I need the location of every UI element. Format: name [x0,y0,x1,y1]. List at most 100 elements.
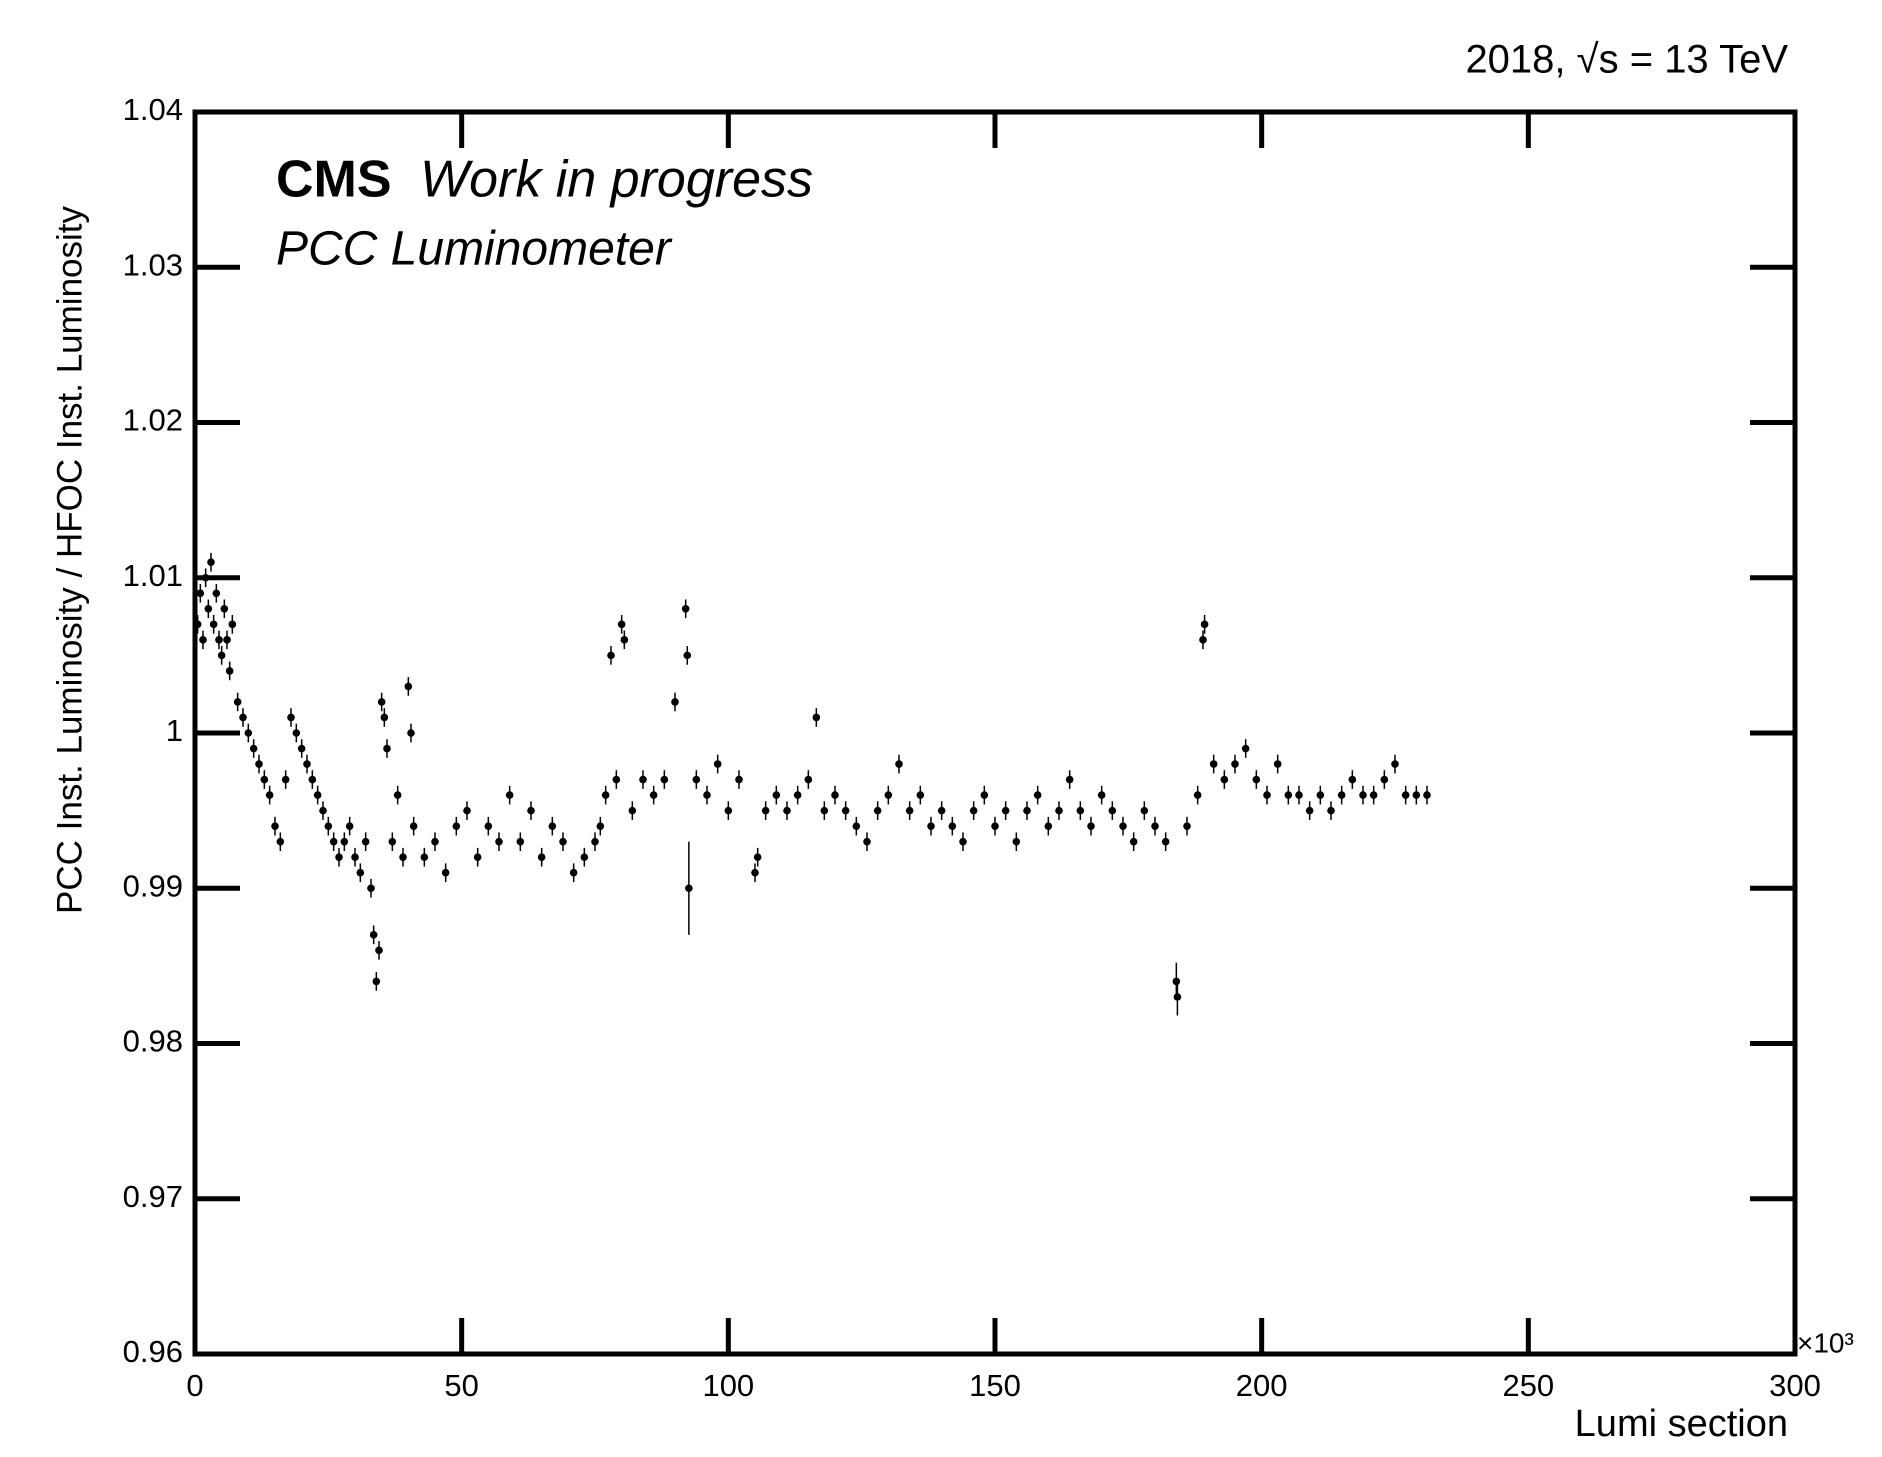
data-point [287,713,295,722]
data-point [484,822,493,830]
data-point [1369,791,1378,799]
data-point [649,791,658,799]
data-point [820,806,829,815]
data-point [340,837,349,846]
data-point [217,651,226,660]
data-point [1252,775,1261,784]
x-tick-label: 150 [969,1368,1021,1403]
data-point [308,775,317,784]
data-point [1284,791,1293,799]
data-point [628,806,637,815]
experiment: CMS [276,151,392,209]
data-point [1231,760,1239,768]
data-point [537,853,546,861]
data-point [201,573,210,582]
data-point [1348,775,1357,784]
data-point [441,868,450,877]
data-point [281,775,290,784]
data-point [324,822,333,830]
data-point [895,760,903,768]
data-point [969,806,978,815]
data-point [980,791,989,799]
data-point [372,977,381,986]
y-tick-label: 0.99 [123,868,183,903]
data-point [1033,791,1042,799]
data-point [239,713,247,722]
data-point [617,620,626,629]
data-point [1273,760,1282,768]
data-point [1172,977,1181,986]
y-tick-label: 1.01 [123,558,183,593]
data-point [751,868,759,877]
data-point [404,682,413,691]
data-point [463,806,471,815]
data-point [959,837,967,846]
data-point [329,837,338,846]
data-point [852,822,861,830]
data-point [724,806,733,815]
data-point [1359,791,1367,799]
data-point [1108,806,1117,815]
data-point [884,791,893,799]
data-point [516,837,525,846]
data-point [580,853,589,861]
data-point [271,822,279,830]
data-point [276,837,285,846]
data-point [399,853,407,861]
data-point [685,884,693,893]
data-point [620,636,629,644]
x-tick-label: 100 [702,1368,754,1403]
data-point [215,636,223,644]
data-point [297,744,306,753]
data-point [660,775,669,784]
data-point [351,853,359,861]
data-point [431,837,439,846]
data-point [199,636,207,644]
data-point [612,775,621,784]
data-point [1263,791,1271,799]
data-point [793,791,802,799]
data-point [948,822,957,830]
x-axis-label: Lumi section [1575,1403,1788,1445]
x-tick-label: 50 [444,1368,478,1403]
data-point [335,853,343,861]
data-point [991,822,999,830]
data-point [559,837,567,846]
data-point [1316,791,1325,799]
data-point [207,558,215,567]
data-point [937,806,946,815]
y-tick-label: 1.03 [123,247,183,282]
data-point [367,884,375,893]
data-point [683,651,692,660]
data-point [601,791,610,799]
data-point [393,791,402,799]
data-point [388,837,397,846]
data-point [1173,993,1182,1001]
data-point [916,791,925,799]
data-point [380,713,389,722]
data-point [409,822,418,830]
data-point [703,791,711,799]
data-point [1087,822,1095,830]
data-point [1193,791,1202,799]
data-point [383,744,391,753]
data-point [812,713,821,722]
data-point [1140,806,1149,815]
data-point [1023,806,1031,815]
y-tick-label: 1.02 [123,403,183,438]
data-point [473,853,482,861]
data-point [1200,620,1209,629]
data-point [375,946,383,955]
data-point [255,760,263,768]
data-point [1401,791,1410,799]
data-point [1423,791,1431,799]
data-point [452,822,461,830]
data-point [225,667,234,675]
data-point [607,651,615,660]
data-point [319,806,327,815]
data-point [1412,791,1421,799]
y-tick-label: 0.98 [123,1024,183,1059]
data-point [1076,806,1085,815]
